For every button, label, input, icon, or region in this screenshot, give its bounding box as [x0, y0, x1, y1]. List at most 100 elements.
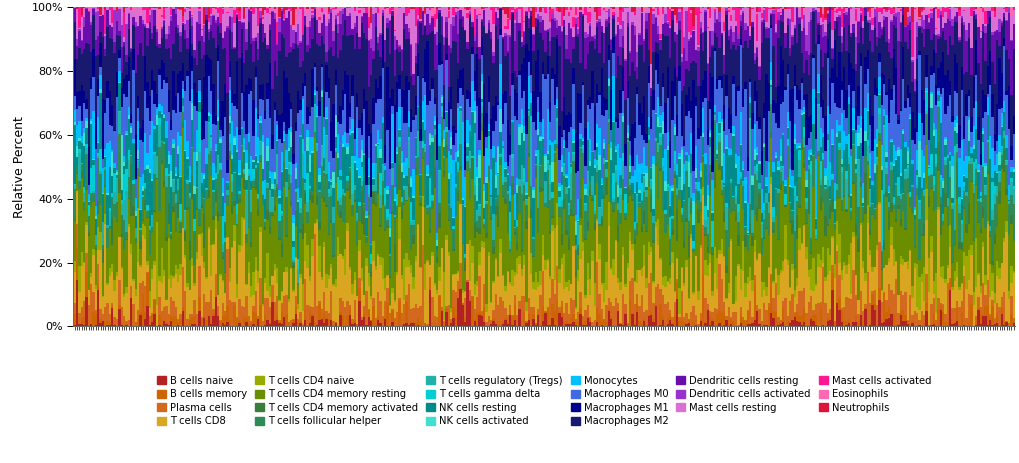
Bar [172, 301, 174, 317]
Bar [280, 113, 282, 143]
Bar [863, 304, 866, 307]
Bar [135, 7, 137, 22]
Bar [449, 174, 452, 208]
Bar [194, 7, 196, 50]
Bar [622, 188, 624, 200]
Bar [431, 78, 433, 89]
Bar [393, 163, 395, 187]
Bar [228, 282, 231, 300]
Bar [99, 16, 102, 32]
Bar [591, 201, 593, 251]
Bar [156, 179, 158, 222]
Bar [476, 210, 478, 211]
Bar [607, 202, 609, 225]
Bar [938, 123, 941, 175]
Bar [588, 42, 591, 97]
Bar [318, 7, 320, 17]
Bar [946, 56, 948, 70]
Bar [480, 20, 483, 22]
Bar [280, 152, 282, 171]
Bar [122, 174, 125, 200]
Bar [611, 53, 614, 75]
Bar [629, 195, 631, 232]
Bar [828, 319, 830, 320]
Bar [757, 68, 760, 81]
Bar [917, 177, 920, 200]
Bar [135, 73, 137, 135]
Bar [118, 82, 120, 111]
Bar [393, 7, 395, 30]
Bar [732, 196, 734, 197]
Bar [367, 185, 370, 194]
Bar [1000, 113, 1002, 125]
Bar [647, 127, 649, 135]
Bar [1000, 25, 1002, 73]
Bar [334, 287, 336, 322]
Bar [238, 173, 240, 175]
Bar [523, 201, 525, 255]
Bar [144, 312, 147, 319]
Bar [730, 179, 732, 181]
Bar [840, 210, 843, 211]
Bar [210, 245, 212, 276]
Bar [591, 195, 593, 199]
Bar [424, 81, 426, 95]
Bar [708, 147, 710, 165]
Bar [269, 118, 271, 171]
Bar [659, 304, 661, 325]
Bar [78, 91, 81, 106]
Bar [442, 321, 445, 324]
Bar [941, 7, 944, 18]
Bar [393, 214, 395, 217]
Bar [452, 275, 454, 290]
Bar [111, 303, 113, 306]
Bar [568, 188, 570, 203]
Bar [153, 174, 156, 210]
Bar [626, 323, 629, 324]
Bar [120, 135, 122, 136]
Bar [440, 17, 442, 35]
Bar [221, 8, 224, 9]
Bar [433, 116, 435, 121]
Bar [786, 321, 788, 326]
Bar [539, 166, 541, 187]
Bar [776, 170, 779, 189]
Bar [676, 115, 678, 136]
Bar [302, 34, 304, 35]
Bar [760, 18, 762, 20]
Bar [78, 48, 81, 91]
Bar [593, 283, 595, 306]
Bar [273, 301, 275, 320]
Bar [962, 74, 965, 117]
Bar [927, 108, 929, 140]
Bar [906, 98, 908, 147]
Bar [879, 302, 882, 323]
Bar [412, 196, 415, 198]
Bar [83, 8, 86, 17]
Bar [938, 181, 941, 197]
Bar [915, 132, 917, 150]
Bar [856, 159, 859, 160]
Bar [511, 7, 514, 10]
Bar [998, 8, 1000, 19]
Bar [440, 311, 442, 326]
Bar [191, 148, 194, 176]
Bar [983, 61, 985, 95]
Bar [659, 133, 661, 138]
Bar [586, 280, 588, 305]
Bar [116, 175, 118, 178]
Bar [760, 13, 762, 18]
Bar [438, 7, 440, 8]
Bar [607, 45, 609, 60]
Bar [922, 10, 924, 20]
Bar [732, 210, 734, 211]
Bar [278, 32, 280, 51]
Bar [568, 215, 570, 238]
Bar [250, 10, 252, 11]
Bar [238, 199, 240, 203]
Bar [459, 204, 462, 263]
Bar [802, 225, 805, 226]
Bar [233, 136, 235, 138]
Bar [506, 18, 508, 19]
Bar [438, 146, 440, 169]
